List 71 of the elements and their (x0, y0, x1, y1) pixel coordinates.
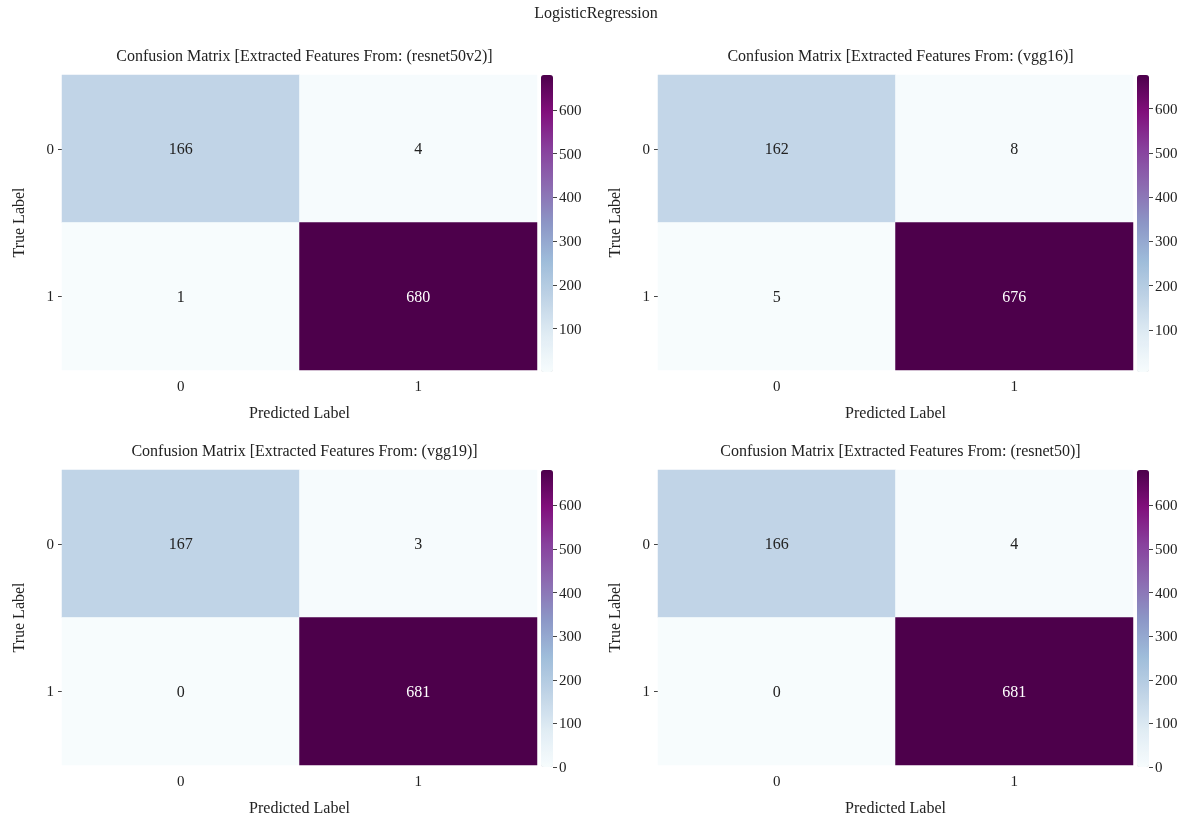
data-label: 4 (414, 140, 423, 158)
color-bar-label: 500 (559, 540, 582, 557)
color-bar-label: 300 (1155, 628, 1178, 645)
x-axis-title: Predicted Label (249, 403, 351, 421)
color-bar-label: 100 (559, 715, 582, 732)
data-label: 8 (1010, 140, 1019, 158)
color-bar-label: 400 (1155, 189, 1178, 206)
chart-title: Confusion Matrix [Extracted Features From: (resnet50v2)] (116, 46, 493, 65)
color-bar-label: 300 (559, 233, 582, 250)
color-bar-label: 200 (1155, 277, 1178, 294)
text: LogisticRegression (533, 4, 659, 22)
color-bar-label: 400 (1155, 584, 1178, 601)
y-axis-title: True Label (9, 581, 27, 653)
color-bar-label: 500 (559, 145, 582, 162)
color-bar-label: 500 (1155, 144, 1178, 161)
color-bar-label: 100 (1155, 715, 1178, 732)
x-tick-label: 0 (177, 377, 185, 394)
y-axis-title: True Label (9, 186, 27, 258)
color-bar-label: 600 (1155, 497, 1178, 514)
data-label: 4 (1010, 535, 1019, 553)
x-tick-label: 0 (773, 772, 781, 789)
x-axis-title: Predicted Label (249, 798, 351, 814)
x-tick-label: 1 (1010, 377, 1018, 394)
y-tick-label: 1 (46, 683, 54, 700)
data-label: 0 (176, 682, 185, 700)
y-axis-title: True Label (605, 581, 623, 653)
color-bar-label: 500 (1155, 540, 1178, 557)
color-bar-label: 0 (1155, 759, 1163, 775)
color-bar-label: 300 (559, 628, 582, 645)
chart-title: Confusion Matrix [Extracted Features From: (resnet50)] (720, 441, 1081, 460)
data-label: 681 (1002, 682, 1027, 700)
y-tick-label: 1 (642, 683, 650, 700)
data-label: 3 (414, 535, 423, 553)
color-bar-label: 600 (1155, 100, 1178, 117)
data-label: 676 (1002, 287, 1027, 305)
color-bar-label: 0 (559, 759, 567, 775)
color-bar-label: 200 (559, 671, 582, 688)
data-label: 166 (168, 140, 193, 158)
x-tick-label: 0 (773, 377, 781, 394)
x-axis-title: Predicted Label (845, 403, 947, 421)
color-bar-label: 300 (1155, 233, 1178, 250)
y-tick-label: 1 (46, 288, 54, 305)
data-label: 167 (168, 535, 193, 553)
data-label: 680 (406, 287, 431, 305)
x-tick-label: 1 (414, 377, 422, 394)
x-tick-label: 1 (414, 772, 422, 789)
data-label: 1 (176, 287, 185, 305)
y-tick-label: 0 (642, 535, 650, 552)
color-bar-label: 400 (559, 189, 582, 206)
color-bar-label: 600 (559, 497, 582, 514)
x-tick-label: 0 (177, 772, 185, 789)
color-bar-label: 600 (559, 101, 582, 118)
y-axis-title: True Label (605, 186, 623, 258)
data-label: 0 (772, 682, 781, 700)
chart-title: Confusion Matrix [Extracted Features From: (vgg19)] (131, 441, 478, 460)
data-label: 5 (772, 287, 781, 305)
data-label: 162 (764, 140, 789, 158)
y-tick-label: 1 (642, 288, 650, 305)
y-tick-label: 0 (642, 140, 650, 157)
color-bar-label: 100 (1155, 321, 1178, 338)
x-tick-label: 1 (1010, 772, 1018, 789)
x-axis-title: Predicted Label (845, 798, 947, 814)
chart-title: Confusion Matrix [Extracted Features From: (vgg16)] (727, 46, 1074, 65)
y-tick-label: 0 (46, 535, 54, 552)
data-label: 681 (406, 682, 431, 700)
color-bar-label: 100 (559, 320, 582, 337)
color-bar-label: 200 (559, 276, 582, 293)
y-tick-label: 0 (46, 140, 54, 157)
color-bar-label: 400 (559, 584, 582, 601)
data-label: 166 (764, 535, 789, 553)
color-bar-label: 200 (1155, 671, 1178, 688)
